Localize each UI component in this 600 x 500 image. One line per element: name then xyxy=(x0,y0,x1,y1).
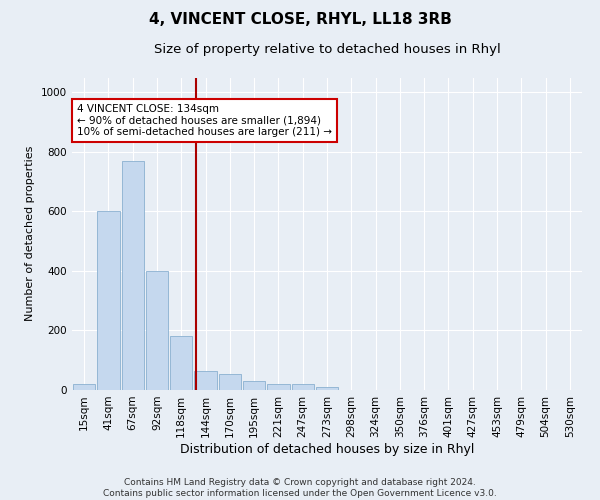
Y-axis label: Number of detached properties: Number of detached properties xyxy=(25,146,35,322)
Bar xyxy=(97,212,119,390)
Text: 4 VINCENT CLOSE: 134sqm
← 90% of detached houses are smaller (1,894)
10% of semi: 4 VINCENT CLOSE: 134sqm ← 90% of detache… xyxy=(77,104,332,138)
Bar xyxy=(316,387,338,390)
X-axis label: Distribution of detached houses by size in Rhyl: Distribution of detached houses by size … xyxy=(180,442,474,456)
Bar xyxy=(146,271,168,390)
Bar xyxy=(267,384,290,390)
Bar xyxy=(243,381,265,390)
Bar xyxy=(218,374,241,390)
Bar xyxy=(194,370,217,390)
Bar xyxy=(170,336,193,390)
Bar xyxy=(122,161,144,390)
Text: 4, VINCENT CLOSE, RHYL, LL18 3RB: 4, VINCENT CLOSE, RHYL, LL18 3RB xyxy=(149,12,451,28)
Bar xyxy=(73,384,95,390)
Text: Contains HM Land Registry data © Crown copyright and database right 2024.
Contai: Contains HM Land Registry data © Crown c… xyxy=(103,478,497,498)
Title: Size of property relative to detached houses in Rhyl: Size of property relative to detached ho… xyxy=(154,42,500,56)
Bar xyxy=(292,384,314,390)
